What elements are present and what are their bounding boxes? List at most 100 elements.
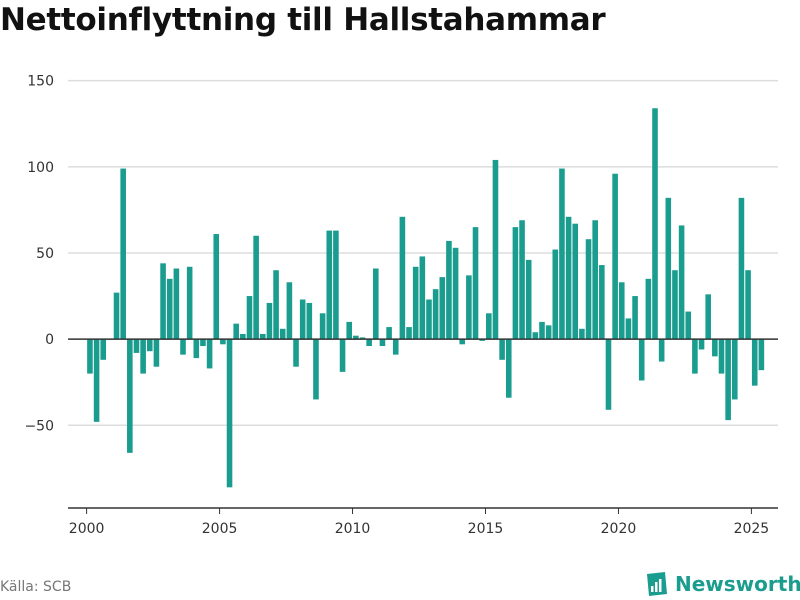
x-tick-label: 2010 [335, 521, 371, 537]
bar [605, 339, 612, 410]
bar [505, 339, 512, 398]
bar [612, 173, 618, 340]
bar [725, 339, 731, 421]
bar [599, 265, 605, 340]
bar [412, 266, 419, 340]
x-tick-label: 2005 [202, 521, 238, 537]
bar [652, 108, 658, 340]
bar [698, 339, 705, 350]
bar [545, 325, 552, 340]
bar [186, 266, 193, 340]
bar [552, 249, 559, 340]
x-tick-label: 2020 [601, 521, 637, 537]
bar [638, 339, 645, 381]
bar [226, 339, 233, 488]
bar [446, 240, 452, 340]
bar [466, 275, 472, 340]
bar [758, 339, 765, 371]
bar [738, 197, 745, 340]
bar [539, 321, 545, 340]
bar [259, 333, 266, 340]
bar [253, 235, 259, 340]
bar [386, 327, 392, 340]
bar [658, 339, 665, 362]
bar [472, 227, 479, 340]
bar [592, 220, 598, 340]
bar [565, 216, 572, 340]
bar [153, 339, 160, 367]
bar [339, 339, 346, 372]
bar [559, 168, 565, 340]
bar [353, 335, 359, 340]
bar [140, 339, 146, 374]
bar [745, 270, 751, 340]
bar [525, 259, 532, 340]
bar [120, 168, 126, 340]
bar [672, 270, 678, 340]
bar [306, 302, 313, 340]
bar [572, 223, 579, 340]
bar [93, 339, 100, 422]
brand-name: Newsworthy [675, 572, 800, 596]
bar [751, 339, 758, 386]
bar [432, 289, 439, 340]
bar [266, 302, 273, 340]
bar [519, 220, 525, 340]
bar [146, 339, 153, 352]
bar [333, 230, 339, 340]
bar [618, 282, 625, 340]
bar [346, 321, 352, 340]
bar [299, 299, 306, 340]
bars [87, 108, 765, 488]
bar [731, 339, 738, 400]
bar [499, 339, 505, 360]
x-tick-label: 2015 [468, 521, 504, 537]
bar [326, 230, 333, 340]
bar [166, 278, 173, 340]
bar [200, 339, 206, 347]
bar [180, 339, 186, 355]
bar [133, 339, 140, 353]
bar [459, 339, 466, 345]
bar [718, 339, 725, 374]
bar [359, 337, 366, 340]
bar [373, 268, 379, 340]
bar [319, 313, 326, 340]
bar [492, 159, 499, 340]
bar [233, 323, 239, 340]
bar [240, 333, 246, 340]
bar [579, 328, 585, 340]
brand-logo: Newsworthy [645, 568, 800, 600]
gridlines [68, 79, 778, 427]
bar [313, 339, 319, 400]
bar [127, 339, 133, 453]
bar [665, 197, 672, 340]
bar [692, 339, 698, 374]
bar [585, 239, 592, 340]
bar [532, 332, 539, 340]
x-tick-label: 2025 [734, 521, 770, 537]
bar [246, 296, 253, 340]
bar [392, 339, 399, 355]
y-tick-label: 50 [36, 246, 54, 262]
bar [625, 318, 632, 340]
bar [678, 225, 685, 340]
y-tick-label: 150 [27, 74, 54, 90]
bar [439, 277, 446, 340]
bar [87, 339, 93, 374]
bar [419, 256, 426, 340]
bar [193, 339, 200, 359]
bar [406, 327, 412, 340]
bar [213, 234, 220, 340]
bar [685, 311, 692, 340]
source-note: Källa: SCB [0, 579, 72, 595]
bar [160, 263, 166, 340]
y-tick-label: 0 [45, 332, 54, 348]
y-tick-label: 100 [27, 160, 54, 176]
newsworthy-logo-icon [647, 572, 667, 596]
bar [273, 270, 279, 340]
bar [479, 339, 485, 341]
bar [220, 339, 226, 345]
bar [100, 339, 107, 360]
